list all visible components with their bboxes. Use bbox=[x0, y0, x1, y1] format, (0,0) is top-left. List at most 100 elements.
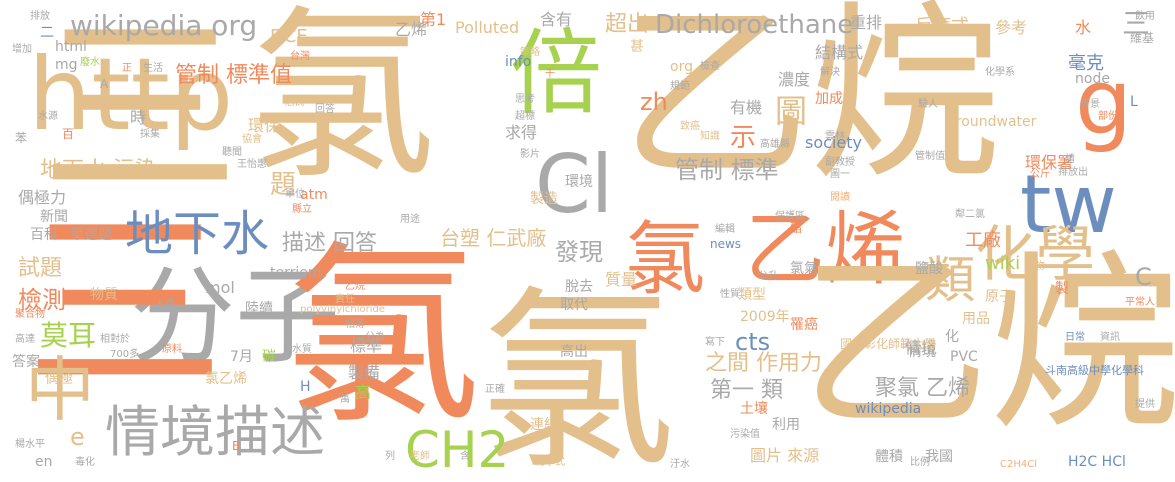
word: 圖片 來源 bbox=[750, 446, 820, 465]
word: 我國 bbox=[925, 449, 953, 465]
word: 有機 bbox=[730, 98, 763, 117]
word: 檢測 bbox=[18, 286, 66, 314]
word: 含 bbox=[460, 451, 470, 462]
word: C bbox=[1135, 263, 1152, 291]
word: 管制 標準值 bbox=[175, 63, 292, 88]
word: 示 bbox=[730, 123, 757, 153]
word: 結構式 bbox=[815, 43, 864, 62]
word: 體積 bbox=[875, 449, 903, 465]
word: 情境 bbox=[908, 344, 936, 360]
word: 脫去 bbox=[565, 279, 593, 295]
word: 背景 bbox=[1080, 99, 1100, 110]
word: 毒化 bbox=[75, 457, 95, 468]
word: 化 bbox=[945, 329, 959, 345]
word: 情境 bbox=[905, 338, 938, 357]
word: 責任 bbox=[335, 294, 355, 305]
word: 合物 bbox=[1025, 261, 1045, 272]
word: 偶極力 bbox=[18, 188, 67, 207]
word: 生活 bbox=[143, 63, 163, 74]
word: 2009年 bbox=[740, 309, 790, 325]
word: 製 bbox=[1055, 281, 1069, 297]
word: 縣立 bbox=[292, 204, 312, 215]
word: 影片 bbox=[520, 149, 540, 160]
word: 高雄縣 bbox=[760, 139, 790, 150]
word: zh bbox=[640, 88, 668, 116]
word: 加成 bbox=[815, 91, 843, 107]
word: 罹癌 bbox=[790, 317, 818, 333]
word: 乙烷 bbox=[620, 0, 1001, 205]
word: 倍 bbox=[510, 20, 603, 127]
word: 維基 bbox=[1130, 31, 1155, 45]
word: 高 bbox=[355, 383, 372, 402]
word: 驗人 bbox=[918, 99, 938, 110]
word: society bbox=[805, 133, 862, 152]
word: 性質 bbox=[720, 289, 740, 300]
word: 氯 bbox=[250, 0, 435, 205]
word: g bbox=[1075, 50, 1133, 155]
word: 排放出 bbox=[1058, 167, 1088, 178]
word: 環保署 bbox=[1025, 153, 1074, 172]
word: atm bbox=[300, 187, 328, 203]
word: tw bbox=[1020, 158, 1117, 251]
word: 情境 bbox=[105, 400, 216, 464]
word: 第1 bbox=[420, 10, 447, 29]
word: org bbox=[670, 59, 693, 75]
word: 高達 bbox=[15, 334, 35, 345]
word: 編輯 bbox=[715, 224, 735, 235]
word: 規範 bbox=[670, 81, 690, 92]
word: 百科 bbox=[30, 227, 58, 243]
word: 千 bbox=[545, 69, 555, 80]
word: 濃度 bbox=[778, 70, 811, 89]
word: 之間 作用力 bbox=[705, 351, 822, 376]
word: 乙烷 bbox=[345, 281, 365, 292]
word: Cl bbox=[535, 138, 614, 231]
word: 增加 bbox=[12, 44, 32, 55]
word: 日常 bbox=[1065, 332, 1085, 343]
word: 製造 bbox=[530, 191, 558, 207]
word: 列 bbox=[385, 451, 395, 462]
word: 楊水平 bbox=[15, 439, 45, 450]
word: PVC bbox=[950, 349, 978, 365]
word: 鹽酸 bbox=[915, 261, 943, 277]
word: 土壤 bbox=[740, 401, 768, 417]
word: A bbox=[100, 77, 109, 91]
word: 三 bbox=[40, 0, 241, 226]
word: 地下水 bbox=[125, 206, 270, 262]
word: 管制值 bbox=[915, 151, 945, 162]
word: 王怡惠 bbox=[237, 159, 267, 170]
word: html bbox=[55, 39, 87, 55]
word: 飲用 bbox=[1135, 11, 1155, 22]
word: 物質 bbox=[90, 287, 118, 303]
word: 乙烯 bbox=[745, 203, 905, 296]
word: 新聞 bbox=[40, 209, 68, 225]
word: 含有 bbox=[540, 10, 573, 29]
word: 老師 bbox=[410, 451, 430, 462]
word: 超標 bbox=[515, 111, 535, 122]
word: 氯 bbox=[285, 224, 480, 451]
word: 用品 bbox=[962, 311, 990, 327]
word: DCE bbox=[270, 26, 308, 47]
word: 酯 bbox=[790, 221, 803, 235]
word: 正確 bbox=[485, 384, 505, 395]
word: 題 bbox=[270, 170, 297, 200]
word: 致癌 bbox=[680, 121, 700, 132]
word: 碳 bbox=[262, 349, 276, 365]
word: 相對於 bbox=[100, 334, 130, 345]
word: 圖一 bbox=[830, 169, 850, 180]
word: 參考 bbox=[995, 18, 1028, 37]
word: 質量 bbox=[605, 270, 638, 289]
word: H2C HCl bbox=[1068, 454, 1126, 470]
word: 化學 bbox=[975, 220, 1095, 290]
word: 管制 標準 bbox=[675, 156, 779, 184]
word: 公升 bbox=[758, 271, 778, 282]
word: 分為 bbox=[365, 332, 385, 343]
word: 三 bbox=[1122, 7, 1151, 40]
word: terriem bbox=[270, 265, 322, 281]
word: D bbox=[555, 399, 566, 415]
word: 利用 bbox=[772, 417, 800, 433]
word: mg bbox=[55, 57, 78, 73]
word: en bbox=[35, 454, 53, 470]
word: 苯 bbox=[15, 131, 28, 145]
word: 乙烷 bbox=[800, 234, 1175, 455]
